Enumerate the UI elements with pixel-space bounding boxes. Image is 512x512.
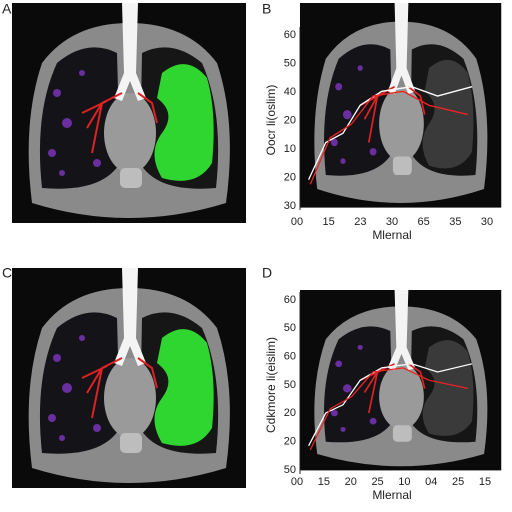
panel-label: C: [2, 265, 12, 281]
x-tick-label: 00: [291, 476, 303, 488]
panel-label: D: [262, 265, 272, 281]
x-tick-label: 00: [291, 216, 303, 228]
panel-a: A: [2, 1, 246, 223]
y-axis-label: Cdkmore li(eislim): [264, 337, 278, 433]
x-axis-label: Mlernal: [372, 228, 411, 242]
x-tick-label: 20: [345, 476, 357, 488]
ct-image: [300, 3, 501, 208]
x-tick-label: 30: [481, 216, 493, 228]
panel-b: B Oocr li(oslim) Mlernal: [262, 1, 501, 242]
y-tick-label: 50: [284, 379, 296, 391]
y-tick-label: 50: [284, 464, 296, 476]
y-tick-label: 10: [284, 143, 296, 155]
y-tick-label: 40: [284, 86, 296, 98]
ct-image: [300, 290, 501, 470]
panel-label: B: [262, 1, 271, 17]
y-tick-label: 50: [284, 57, 296, 69]
panel-label: A: [2, 1, 12, 17]
y-tick-label: 20: [284, 171, 296, 183]
x-tick-label: 15: [479, 476, 491, 488]
y-tick-label: 20: [284, 436, 296, 448]
y-tick-label: 60: [284, 29, 296, 41]
y-tick-label: 20: [284, 407, 296, 419]
x-tick-label: 30: [386, 216, 398, 228]
x-tick-label: 23: [354, 216, 366, 228]
y-tick-label: 60: [284, 351, 296, 363]
panel-d: D Cdkmore li(eislim) Mlernal: [262, 265, 501, 502]
x-tick-label: 04: [425, 476, 437, 488]
ct-image: [12, 268, 246, 488]
x-tick-label: 25: [452, 476, 464, 488]
y-tick-label: 30: [284, 200, 296, 212]
y-axis-label: Oocr li(oslim): [264, 85, 278, 156]
x-tick-label: 25: [371, 476, 383, 488]
x-tick-label: 15: [323, 216, 335, 228]
y-tick-label: 50: [284, 322, 296, 334]
ct-image: [12, 3, 246, 223]
x-tick-label: 35: [449, 216, 461, 228]
panel-c: C: [2, 265, 246, 488]
x-tick-label: 10: [398, 476, 410, 488]
x-axis-label: Mlernal: [372, 488, 411, 502]
y-tick-label: 20: [284, 114, 296, 126]
x-tick-label: 15: [318, 476, 330, 488]
x-tick-label: 65: [418, 216, 430, 228]
y-tick-label: 60: [284, 294, 296, 306]
